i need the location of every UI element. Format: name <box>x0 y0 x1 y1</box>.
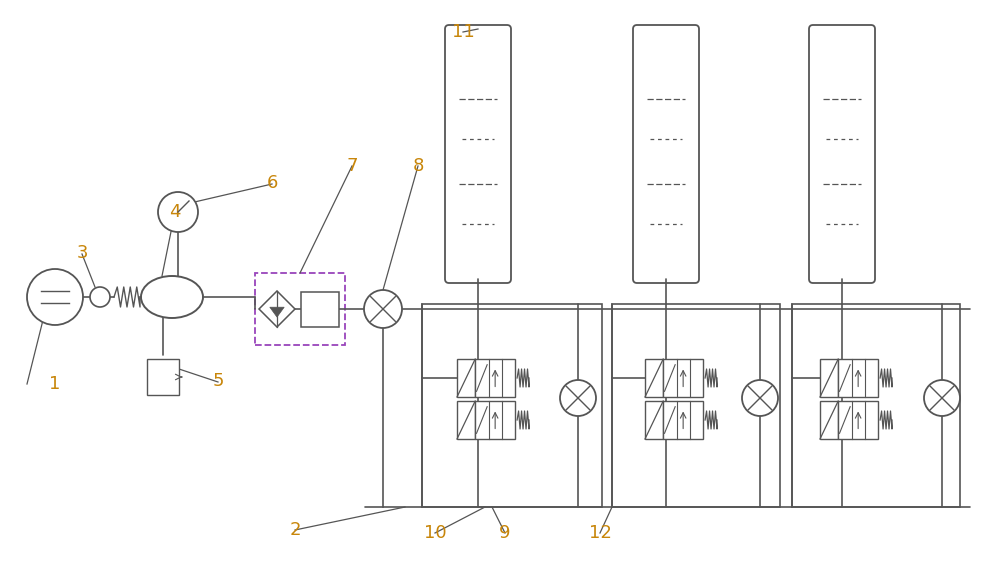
Text: 7: 7 <box>346 157 358 175</box>
Bar <box>820 359 838 397</box>
Ellipse shape <box>141 276 203 318</box>
Bar <box>147 359 179 395</box>
Text: 10: 10 <box>424 524 446 541</box>
Bar <box>301 292 339 327</box>
Circle shape <box>364 290 402 328</box>
FancyBboxPatch shape <box>633 25 699 283</box>
Bar <box>792 304 960 507</box>
Text: 9: 9 <box>499 524 511 541</box>
Polygon shape <box>270 307 284 317</box>
Text: 1: 1 <box>49 375 61 393</box>
FancyBboxPatch shape <box>809 25 875 283</box>
Circle shape <box>924 380 960 416</box>
Bar <box>838 401 878 439</box>
Bar <box>457 359 475 397</box>
Bar <box>612 304 780 507</box>
Bar <box>663 401 703 439</box>
Text: 3: 3 <box>76 244 88 262</box>
Text: 6: 6 <box>266 175 278 192</box>
Bar <box>457 401 475 439</box>
Text: 11: 11 <box>452 23 474 41</box>
Polygon shape <box>259 291 295 327</box>
Bar <box>820 401 838 439</box>
Bar <box>255 273 345 345</box>
Text: 8: 8 <box>412 157 424 175</box>
FancyBboxPatch shape <box>445 25 511 283</box>
Circle shape <box>90 287 110 307</box>
Bar <box>645 359 663 397</box>
Circle shape <box>560 380 596 416</box>
Text: 4: 4 <box>169 204 181 221</box>
Bar <box>475 401 515 439</box>
Circle shape <box>27 269 83 325</box>
Text: 5: 5 <box>212 372 224 390</box>
Bar <box>645 401 663 439</box>
Circle shape <box>742 380 778 416</box>
Bar <box>663 359 703 397</box>
Bar <box>475 359 515 397</box>
Bar <box>838 359 878 397</box>
Circle shape <box>158 192 198 232</box>
Text: 2: 2 <box>289 521 301 538</box>
Bar <box>422 304 602 507</box>
Text: 12: 12 <box>589 524 611 541</box>
